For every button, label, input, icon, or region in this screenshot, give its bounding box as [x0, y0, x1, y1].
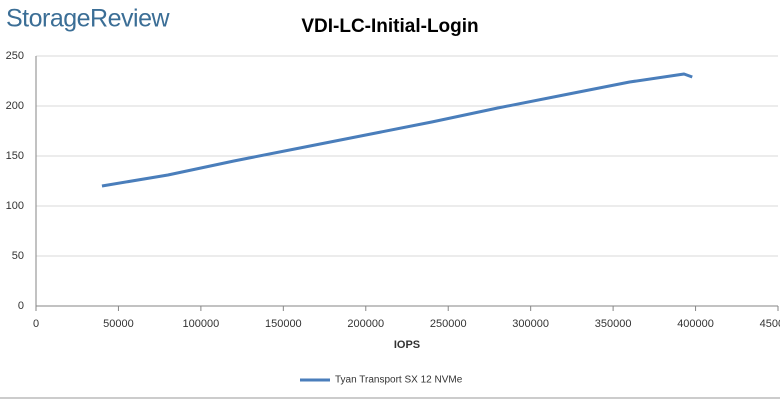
- x-tick-label: 200000: [347, 318, 384, 330]
- x-tick-label: 150000: [265, 318, 302, 330]
- x-axis-label: IOPS: [394, 339, 420, 351]
- legend-label: Tyan Transport SX 12 NVMe: [335, 375, 463, 386]
- y-tick-label: 50: [12, 250, 24, 262]
- y-tick-label: 100: [6, 200, 24, 212]
- x-tick-label: 50000: [103, 318, 134, 330]
- y-tick-label: 0: [18, 300, 24, 312]
- chart-title: VDI-LC-Initial-Login: [301, 16, 478, 37]
- x-tick-label: 250000: [430, 318, 467, 330]
- y-tick-label: 150: [6, 150, 24, 162]
- x-tick-label: 350000: [595, 318, 632, 330]
- x-tick-label: 0: [33, 318, 39, 330]
- y-tick-label: 200: [6, 100, 24, 112]
- x-tick-label: 300000: [512, 318, 549, 330]
- y-tick-label: 250: [6, 50, 24, 62]
- x-tick-label: 450000: [760, 318, 780, 330]
- x-tick-label: 100000: [183, 318, 220, 330]
- logo: StorageReview: [6, 5, 170, 33]
- series-line: [101, 72, 693, 188]
- x-tick-label: 400000: [677, 318, 714, 330]
